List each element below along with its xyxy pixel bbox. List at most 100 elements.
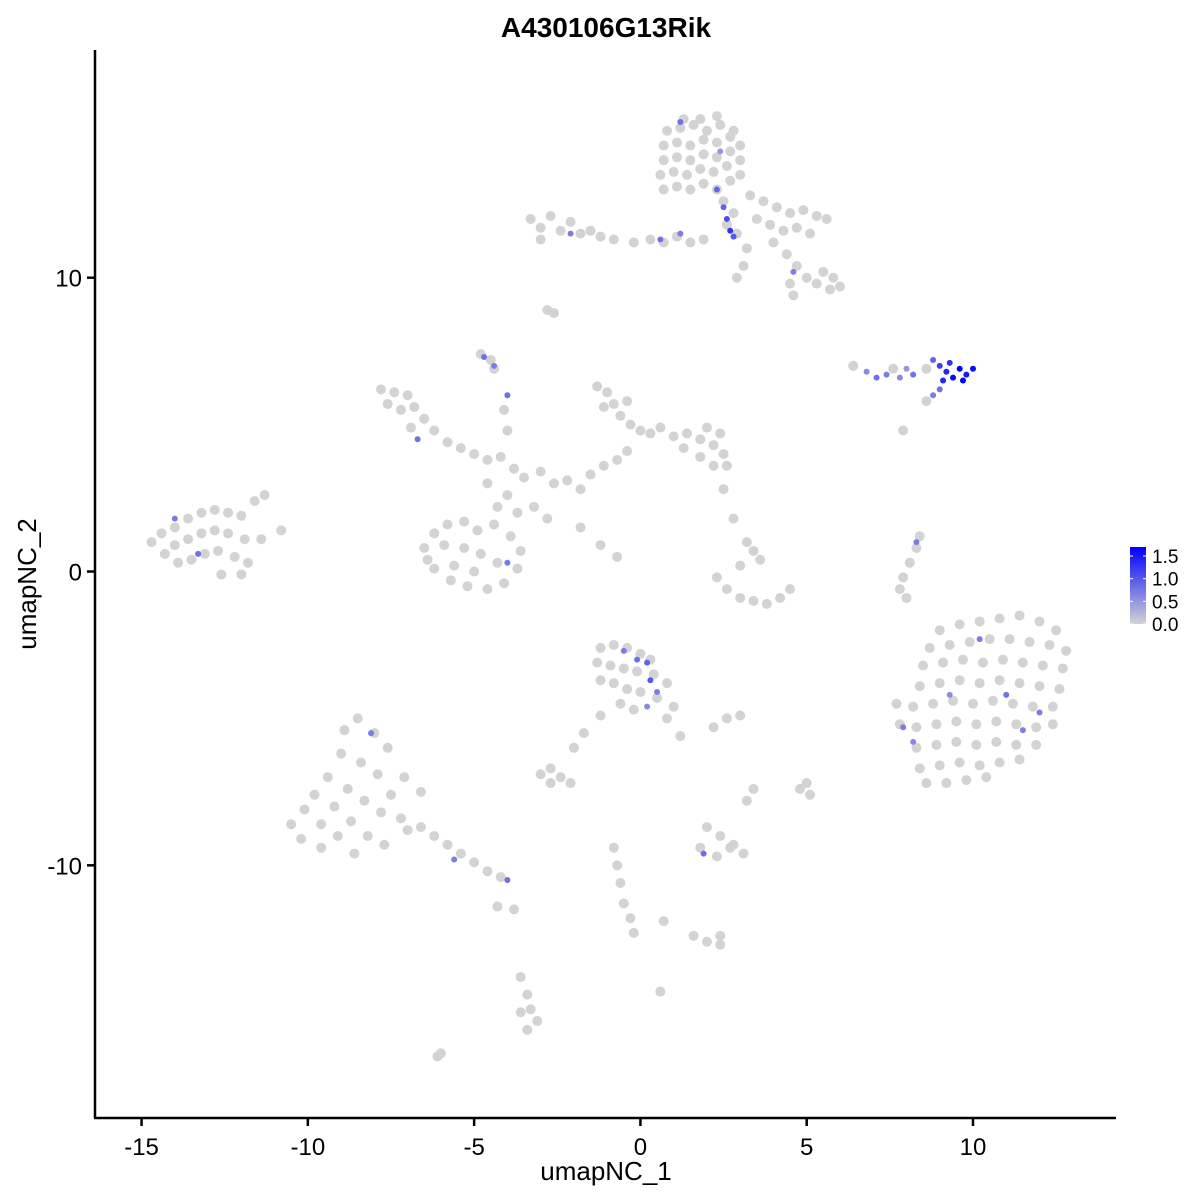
cell-point: [229, 551, 240, 562]
colorbar: [1130, 547, 1146, 624]
y-axis-label: umapNC_2: [12, 518, 42, 650]
cell-point: [821, 213, 832, 224]
x-axis-label: umapNC_1: [540, 1156, 672, 1186]
cell-point: [259, 490, 270, 501]
cell-point: [931, 719, 942, 730]
cell-point: [598, 401, 609, 412]
y-tick-label: 10: [55, 266, 82, 293]
x-tick-label: 5: [800, 1134, 813, 1161]
cell-point: [971, 739, 982, 750]
cell-point: [525, 213, 536, 224]
colorbar-ticks: 0.00.51.01.5: [1130, 547, 1178, 636]
cell-point: [658, 916, 669, 927]
cell-point: [382, 742, 393, 753]
cell-point: [735, 710, 746, 721]
cell-point: [1027, 701, 1038, 712]
cell-point: [728, 208, 739, 219]
cell-point: [439, 540, 450, 551]
cell-point: [725, 842, 736, 853]
cell-point: [186, 554, 197, 565]
expressing-cell-point: [930, 356, 937, 363]
cell-point: [525, 1004, 536, 1015]
cell-point: [332, 830, 343, 841]
expressing-cell-point: [567, 230, 574, 237]
cell-point: [934, 625, 945, 636]
cell-point: [146, 537, 157, 548]
expressing-cell-point: [677, 118, 684, 125]
cell-point: [748, 545, 759, 556]
cell-point: [173, 557, 184, 568]
cell-point: [309, 789, 320, 800]
cell-point: [249, 495, 260, 506]
cell-point: [974, 678, 985, 689]
expressing-cell-point: [414, 436, 421, 443]
cell-point: [715, 830, 726, 841]
cell-point: [545, 211, 556, 222]
expressing-cell-point: [940, 377, 947, 384]
cell-point: [495, 451, 506, 462]
cell-point: [748, 783, 759, 794]
cell-point: [672, 137, 683, 148]
cell-point: [605, 660, 616, 671]
cell-point: [489, 519, 500, 530]
cell-point: [346, 816, 357, 827]
cell-point: [834, 281, 845, 292]
cell-point: [715, 119, 726, 130]
cell-point: [921, 778, 932, 789]
cell-point: [662, 713, 673, 724]
cell-point: [482, 866, 493, 877]
cell-point: [961, 775, 972, 786]
cell-point: [595, 675, 606, 686]
cell-point: [492, 557, 503, 568]
cell-point: [721, 219, 732, 230]
cell-point: [382, 399, 393, 410]
cell-point: [1007, 698, 1018, 709]
expressing-cell-point: [644, 659, 651, 666]
cell-point: [755, 554, 766, 565]
cell-point: [595, 642, 606, 653]
expressing-cell-point: [1003, 691, 1010, 698]
cell-point: [565, 778, 576, 789]
expressing-cell-point: [956, 365, 963, 372]
cell-point: [658, 184, 669, 195]
colorbar-tick-label: 1.0: [1152, 570, 1178, 591]
cell-point: [994, 613, 1005, 624]
cell-point: [608, 842, 619, 853]
cell-point: [997, 654, 1008, 665]
cell-point: [735, 592, 746, 603]
cell-point: [575, 228, 586, 239]
cell-point: [376, 384, 387, 395]
cell-point: [941, 778, 952, 789]
cell-point: [256, 534, 267, 545]
expressing-cell-point: [1019, 727, 1026, 734]
cell-point: [785, 278, 796, 289]
cell-point: [472, 525, 483, 536]
expressing-cell-point: [969, 365, 976, 372]
cell-point: [785, 584, 796, 595]
cell-point: [1017, 657, 1028, 668]
cell-point: [718, 196, 729, 207]
cell-point: [911, 722, 922, 733]
cell-point: [954, 619, 965, 630]
cell-point: [891, 698, 902, 709]
cell-point: [482, 454, 493, 465]
cell-point: [662, 678, 673, 689]
expressing-cell-point: [896, 374, 903, 381]
cell-point: [419, 543, 430, 554]
cell-point: [761, 598, 772, 609]
expressing-cell-point: [647, 677, 654, 684]
cell-point: [542, 513, 553, 524]
cell-point: [987, 695, 998, 706]
cell-point: [658, 155, 669, 166]
cell-point: [598, 460, 609, 471]
cell-point: [183, 534, 194, 545]
cell-point: [395, 813, 406, 824]
cell-point: [429, 528, 440, 539]
cell-point: [1004, 634, 1015, 645]
cell-point: [991, 736, 1002, 747]
cell-point: [442, 519, 453, 530]
cell-point: [971, 719, 982, 730]
cell-point: [967, 698, 978, 709]
cell-point: [509, 463, 520, 474]
cell-point: [286, 819, 297, 830]
